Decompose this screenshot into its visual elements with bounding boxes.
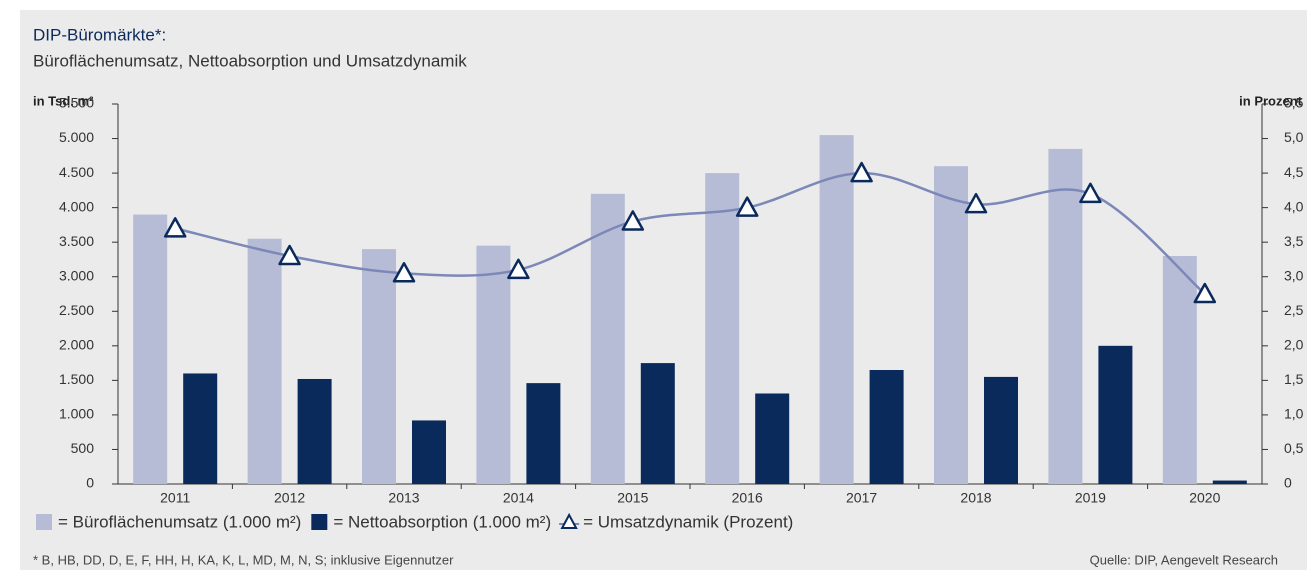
x-tick-label: 2012	[274, 490, 305, 506]
x-tick-label: 2014	[503, 490, 534, 506]
y-tick-label: 5.000	[59, 129, 94, 145]
y2-tick-label: 2,0	[1284, 337, 1304, 353]
marker	[735, 196, 759, 217]
marker	[392, 262, 416, 283]
legend-label: = Büroflächenumsatz (1.000 m²)	[58, 512, 301, 531]
bar	[755, 393, 790, 484]
bar	[819, 135, 854, 484]
x-tick-label: 2018	[960, 490, 991, 506]
y2-tick-label: 3,0	[1284, 267, 1304, 283]
bar	[640, 363, 675, 484]
line	[174, 171, 1206, 295]
legend-marker	[560, 512, 578, 529]
y2-tick-label: 1,5	[1284, 371, 1304, 387]
bar	[247, 238, 282, 484]
y-tick-label: 5.500	[59, 95, 94, 111]
source: Quelle: DIP, Aengevelt Research	[1090, 552, 1278, 567]
bar	[984, 376, 1018, 484]
bar	[133, 214, 168, 484]
marker	[621, 210, 645, 231]
y2-tick-label: 0	[1284, 475, 1292, 491]
legend-swatch	[36, 514, 52, 530]
y-tick-label: 3.500	[59, 233, 94, 249]
x-tick-label: 2019	[1075, 490, 1106, 506]
bar	[1048, 148, 1083, 484]
y2-tick-label: 4,0	[1284, 198, 1304, 214]
legend-swatch	[311, 514, 328, 530]
y-tick-label: 0	[86, 475, 94, 491]
bar	[476, 245, 511, 484]
bar	[526, 383, 561, 484]
y2-tick-label: 4,5	[1284, 164, 1304, 180]
y2-tick-label: 0,5	[1284, 440, 1304, 456]
chart-title: DIP-Büromärkte*:	[33, 25, 166, 44]
y-tick-label: 1.000	[59, 406, 94, 422]
y-tick-label: 3.000	[59, 267, 94, 283]
x-tick-label: 2015	[617, 490, 648, 506]
marker	[1193, 282, 1217, 304]
bar	[1162, 256, 1197, 484]
y-tick-label: 1.500	[59, 371, 94, 387]
marker	[507, 258, 530, 280]
marker	[278, 244, 301, 266]
bar	[934, 166, 968, 484]
x-tick-label: 2013	[388, 490, 419, 506]
chart-subtitle: Büroflächenumsatz, Nettoabsorption und U…	[33, 51, 467, 70]
y-tick-label: 2.500	[59, 302, 94, 318]
bar	[183, 373, 218, 484]
marker	[163, 217, 187, 238]
x-tick-label: 2020	[1189, 490, 1220, 506]
y-tick-label: 4.500	[59, 164, 94, 180]
legend-label: = Nettoabsorption (1.000 m²)	[333, 512, 551, 531]
y-axis-label: in Tsd. m²	[33, 93, 94, 108]
marker	[850, 161, 873, 183]
y-tick-label: 2.000	[59, 337, 94, 353]
x-tick-label: 2016	[732, 490, 763, 506]
footnote: * B, HB, DD, D, E, F, HH, H, KA, K, L, M…	[33, 552, 454, 567]
bar	[1212, 480, 1247, 484]
y2-tick-label: 2,5	[1284, 302, 1304, 318]
bar	[1098, 345, 1133, 484]
y2-axis-label: in Prozent	[1239, 93, 1303, 108]
bar	[590, 193, 625, 484]
marker	[1079, 182, 1102, 204]
marker	[964, 192, 988, 214]
y-tick-label: 500	[71, 440, 95, 456]
bar	[362, 249, 396, 484]
x-tick-label: 2011	[160, 490, 190, 506]
bar	[705, 173, 740, 484]
y2-tick-label: 3,5	[1284, 233, 1304, 249]
background	[20, 10, 1307, 570]
x-tick-label: 2017	[846, 490, 877, 506]
bar	[412, 420, 446, 484]
y2-tick-label: 5,0	[1284, 129, 1304, 145]
bar	[297, 378, 332, 484]
y2-tick-label: 1,0	[1284, 406, 1304, 422]
bar	[869, 370, 904, 484]
y2-tick-label: 5,5	[1284, 95, 1304, 111]
legend-label: = Umsatzdynamik (Prozent)	[583, 512, 793, 531]
y-tick-label: 4.000	[59, 198, 94, 214]
